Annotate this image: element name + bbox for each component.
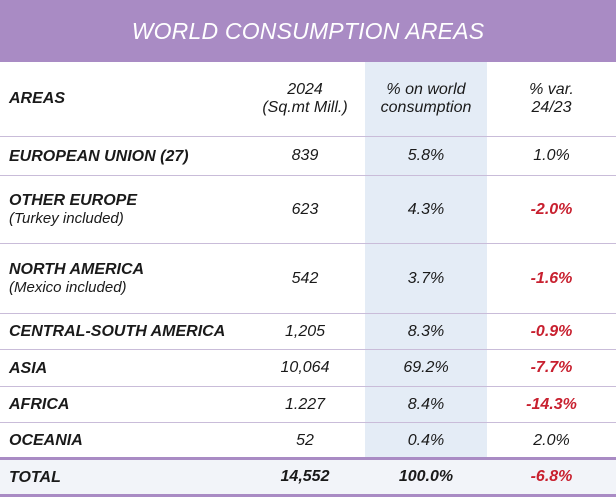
area-var: -1.6% [530,269,573,287]
area-pct: 4.3% [407,200,445,218]
area-name: AFRICA [9,396,70,413]
header-value: 2024 (Sq.mt Mill.) [262,81,348,116]
area-value: 52 [296,431,314,449]
bottom-border [0,494,616,497]
area-pct: 69.2% [403,359,449,376]
area-value: 10,064 [280,359,330,376]
divider [0,422,616,423]
area-name: EUROPEAN UNION (27) [9,147,189,165]
area-value: 542 [291,269,319,287]
area-value: 1.227 [284,395,326,413]
area-pct: 8.3% [407,322,445,340]
area-var: -2.0% [530,200,573,218]
area-var: -14.3% [526,395,577,413]
header-areas: AREAS [9,90,66,107]
area-name: ASIA [9,359,48,377]
area-note: (Mexico included) [9,279,127,296]
divider [0,349,616,350]
area-var: -0.9% [530,322,573,340]
total-var: -6.8% [530,468,573,485]
area-value: 839 [291,147,319,164]
table-row: CENTRAL-SOUTH AMERICA 1,205 8.3% -0.9% [0,314,616,349]
divider [0,136,616,137]
area-value: 623 [291,200,319,218]
total-pct: 100.0% [398,468,454,485]
area-var: 1.0% [533,147,570,164]
area-name: OTHER EUROPE [9,192,138,209]
table-row: OCEANIA 52 0.4% 2.0% [0,423,616,458]
area-pct: 8.4% [407,395,445,413]
total-label: TOTAL [9,468,61,486]
table-row: OTHER EUROPE (Turkey included) 623 4.3% -… [0,176,616,243]
area-value: 1,205 [284,322,326,340]
pct-column-shade [365,62,487,458]
total-value: 14,552 [280,468,330,485]
area-note: (Turkey included) [9,210,124,227]
total-row: TOTAL 14,552 100.0% -6.8% [0,460,616,494]
area-name: CENTRAL-SOUTH AMERICA [9,323,226,340]
table-row: ASIA 10,064 69.2% -7.7% [0,350,616,386]
total-divider [0,457,616,460]
divider [0,243,616,244]
title-bar: WORLD CONSUMPTION AREAS [0,0,616,62]
area-pct: 3.7% [407,269,445,287]
area-var: 2.0% [533,431,570,449]
header-row: AREAS 2024 (Sq.mt Mill.) % on world consum… [0,62,616,136]
divider [0,313,616,314]
table-row: AFRICA 1.227 8.4% -14.3% [0,387,616,422]
area-pct: 5.8% [407,147,445,164]
area-name: OCEANIA [9,432,83,449]
table-title: WORLD CONSUMPTION AREAS [131,17,485,44]
header-pct: % on world consumption [380,81,472,116]
area-pct: 0.4% [407,431,445,449]
table-row: EUROPEAN UNION (27) 839 5.8% 1.0% [0,137,616,175]
total-background [0,459,616,497]
area-name: NORTH AMERICA [9,261,145,278]
divider [0,175,616,176]
divider [0,386,616,387]
area-var: -7.7% [530,359,573,376]
table-row: NORTH AMERICA (Mexico included) 542 3.7% … [0,244,616,313]
header-var: % var. 24/23 [529,81,574,116]
